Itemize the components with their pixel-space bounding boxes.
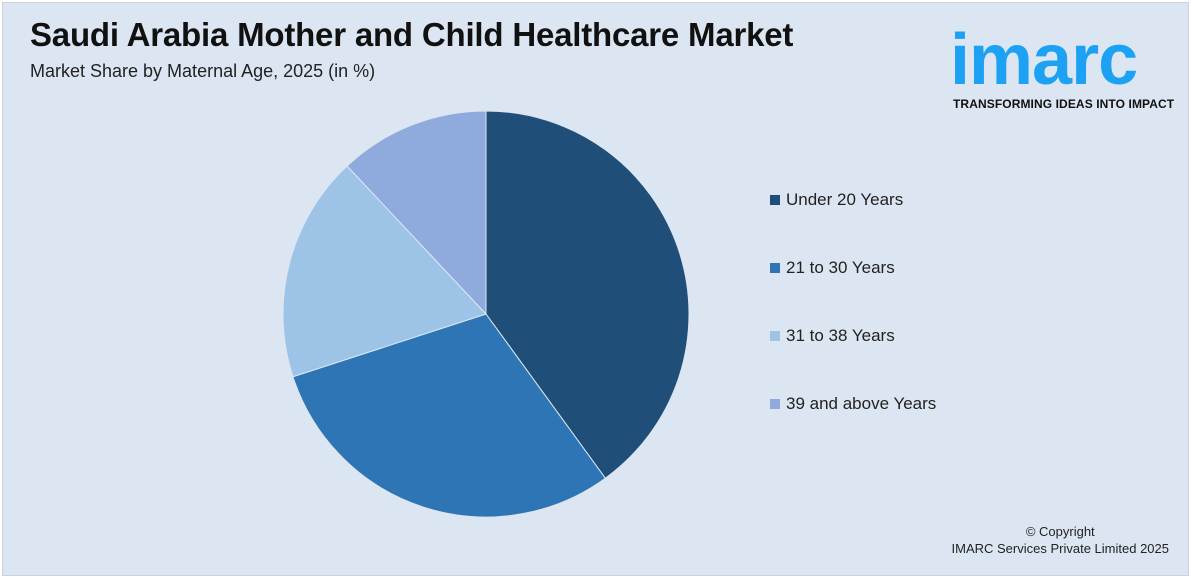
legend-swatch (770, 331, 780, 341)
legend-swatch (770, 399, 780, 409)
legend-item: 31 to 38 Years (770, 324, 895, 348)
legend-label: Under 20 Years (786, 190, 904, 209)
chart-subtitle: Market Share by Maternal Age, 2025 (in %… (30, 61, 376, 81)
copyright-line: © Copyright (1025, 524, 1095, 539)
copyright-company: IMARC Services Private Limited 2025 (951, 541, 1169, 556)
page-title: Saudi Arabia Mother and Child Healthcare… (30, 16, 794, 53)
legend-label: 39 and above Years (786, 394, 937, 413)
copyright-notice: © Copyright IMARC Services Private Limit… (952, 523, 1169, 557)
legend-item: Under 20 Years (770, 188, 903, 212)
pie-slice-39-and-above-years (346, 110, 487, 316)
logo-wordmark: imarc (950, 20, 1138, 100)
legend-item: 21 to 30 Years (770, 256, 895, 280)
legend-item: 39 and above Years (770, 392, 936, 416)
legend-label: 31 to 38 Years (786, 326, 895, 345)
pie-slice-21-to-30-years (292, 313, 607, 518)
pie-slice-31-to-38-years (282, 165, 487, 378)
pie-slice-under-20-years (485, 110, 690, 479)
legend-swatch (770, 195, 780, 205)
logo-tagline: TRANSFORMING IDEAS INTO IMPACT (953, 97, 1175, 111)
legend-swatch (770, 263, 780, 273)
imarc-logo: imarc TRANSFORMING IDEAS INTO IMPACT (946, 14, 1182, 114)
legend-label: 21 to 30 Years (786, 258, 895, 277)
